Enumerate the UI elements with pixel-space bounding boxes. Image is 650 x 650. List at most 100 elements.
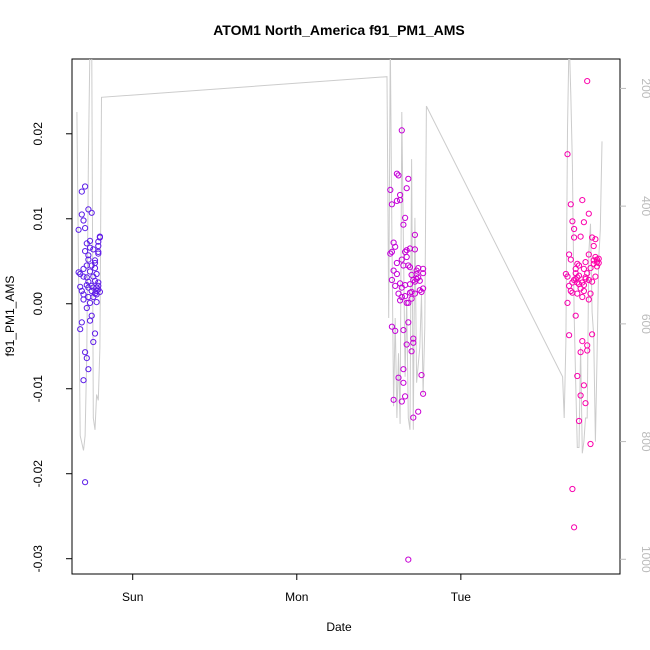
- right-axis: 200 400 600 800 1000: [620, 78, 650, 573]
- data-point: [398, 293, 405, 301]
- data-point: [410, 276, 417, 284]
- data-point: [393, 259, 400, 267]
- data-point: [589, 331, 596, 338]
- data-point: [393, 170, 400, 177]
- data-point: [406, 281, 414, 288]
- right-tick-label: 1000: [639, 546, 650, 573]
- data-point: [393, 197, 400, 204]
- series-line: [76, 59, 603, 454]
- data-point: [91, 330, 99, 337]
- data-point: [403, 185, 410, 192]
- right-tick-label: 200: [639, 78, 650, 98]
- data-point: [592, 236, 599, 243]
- data-point: [567, 287, 574, 295]
- data-point: [86, 299, 94, 306]
- data-point: [580, 382, 588, 389]
- data-point: [416, 277, 423, 284]
- data-point: [95, 250, 102, 257]
- data-point: [397, 197, 404, 204]
- data-point: [584, 342, 591, 349]
- y-tick-label: 0.02: [31, 122, 45, 146]
- data-point: [411, 290, 418, 297]
- data-point: [85, 366, 92, 373]
- right-tick-label: 600: [639, 314, 650, 334]
- data-point: [585, 210, 592, 217]
- data-point: [571, 225, 578, 233]
- data-point: [408, 348, 415, 355]
- y-tick-label: 0.01: [31, 207, 45, 231]
- data-point: [93, 299, 100, 306]
- data-point: [390, 396, 397, 403]
- data-point: [88, 209, 95, 216]
- data-point: [77, 326, 84, 333]
- x-axis-label: Date: [326, 620, 352, 634]
- x-axis: Sun Mon Tue: [122, 574, 471, 604]
- data-point: [413, 270, 420, 278]
- data-point: [584, 347, 591, 354]
- data-point: [564, 299, 571, 306]
- data-point: [590, 242, 597, 250]
- data-point: [402, 214, 409, 221]
- data-point: [392, 327, 399, 334]
- data-point: [400, 327, 407, 334]
- data-point: [580, 219, 588, 226]
- data-point: [392, 282, 399, 289]
- data-point: [80, 273, 87, 280]
- data-point: [78, 188, 85, 195]
- data-point: [395, 374, 402, 381]
- data-point: [572, 312, 579, 319]
- data-point: [582, 276, 589, 283]
- data-point: [83, 355, 90, 362]
- data-point: [395, 290, 402, 297]
- data-point: [91, 265, 99, 272]
- data-point: [575, 272, 583, 279]
- data-point: [418, 372, 425, 379]
- data-point: [410, 335, 417, 342]
- data-point: [589, 234, 596, 241]
- data-point: [78, 319, 85, 326]
- y-axis-label: f91_PM1_AMS: [3, 276, 17, 357]
- data-point: [415, 408, 422, 415]
- y-tick-label: -0.03: [31, 545, 45, 573]
- data-point: [574, 372, 581, 380]
- data-point: [420, 265, 427, 272]
- data-point: [85, 278, 92, 285]
- data-point: [400, 366, 407, 373]
- data-point: [410, 339, 417, 346]
- y-tick-label: -0.01: [31, 375, 45, 403]
- data-point: [579, 338, 586, 345]
- data-point: [585, 251, 592, 258]
- data-point: [579, 197, 586, 204]
- data-point: [411, 246, 418, 253]
- data-point: [577, 233, 584, 240]
- x-tick-label: Mon: [285, 590, 308, 604]
- data-point: [93, 270, 100, 278]
- data-point: [95, 279, 102, 286]
- data-point: [569, 218, 576, 225]
- data-point: [403, 341, 410, 348]
- data-point: [388, 201, 395, 208]
- data-point: [390, 267, 397, 274]
- data-point: [410, 414, 417, 421]
- data-point: [78, 287, 85, 295]
- data-point: [418, 288, 425, 295]
- data-point: [85, 206, 92, 213]
- data-point: [398, 398, 405, 405]
- data-point: [388, 276, 395, 284]
- data-point: [408, 271, 415, 278]
- data-point: [398, 256, 405, 263]
- data-point: [80, 296, 87, 303]
- data-point: [420, 285, 427, 292]
- data-point: [387, 250, 394, 257]
- data-point: [564, 273, 571, 280]
- data-point: [582, 259, 589, 266]
- data-point: [575, 262, 583, 269]
- data-point: [80, 265, 87, 272]
- data-point: [80, 217, 87, 224]
- y-tick-label: 0.00: [31, 292, 45, 316]
- data-point: [411, 231, 418, 238]
- data-point: [405, 556, 412, 563]
- data-point: [395, 172, 402, 179]
- data-point: [584, 78, 591, 85]
- data-point: [85, 252, 92, 259]
